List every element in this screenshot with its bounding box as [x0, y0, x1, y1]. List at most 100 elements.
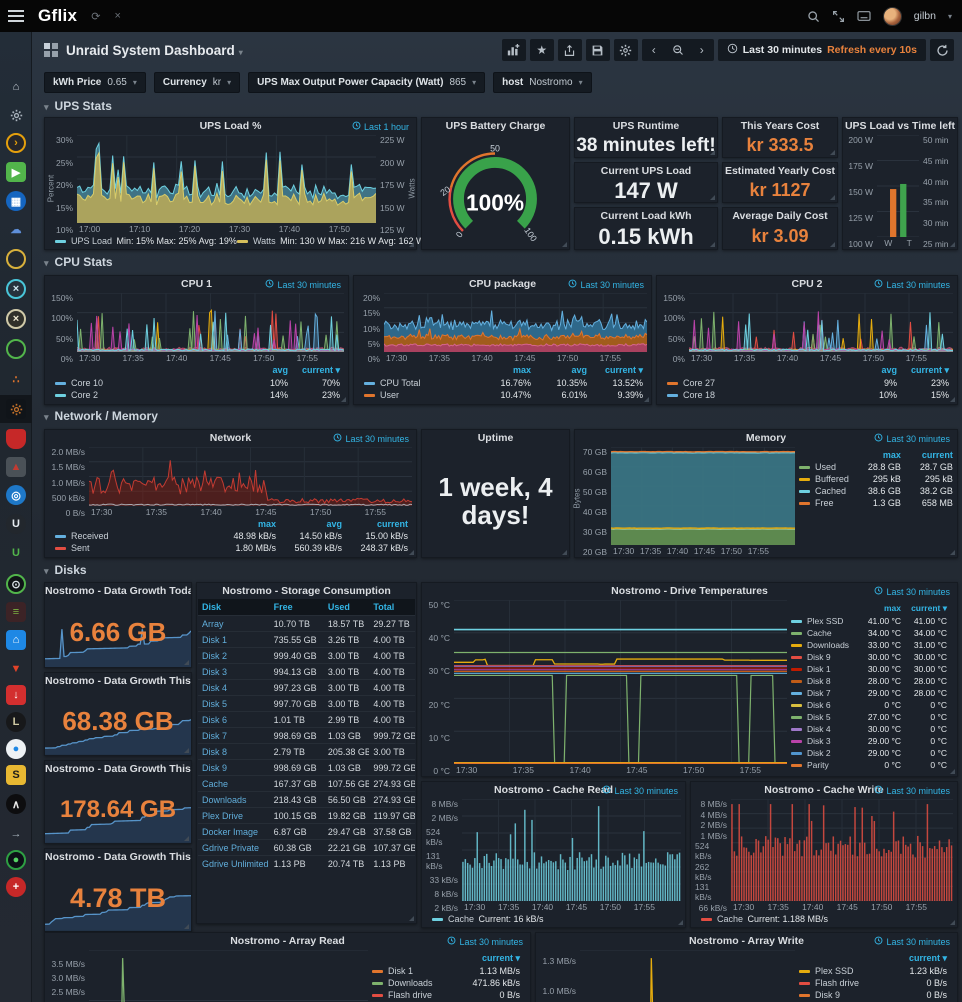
table-cell[interactable]: Downloads — [198, 791, 270, 808]
brand-logo[interactable]: Gflix — [38, 6, 78, 25]
table-cell[interactable]: Disk 3 — [198, 663, 270, 680]
legend-series-label[interactable]: Used — [799, 461, 849, 473]
legend-column-header[interactable]: current ▾ — [908, 953, 947, 963]
legend-series-label[interactable]: Cached — [799, 485, 849, 497]
section-header-network-memory[interactable]: ▾ Network / Memory — [44, 409, 158, 423]
legend-series-label[interactable]: Cache — [791, 627, 855, 639]
panel-title[interactable]: Memory — [745, 432, 787, 444]
legend-series-label[interactable]: CPU Total — [364, 377, 475, 389]
legend-column-header[interactable]: current ▾ — [604, 365, 643, 375]
home-assistant-icon[interactable]: ⌂ — [6, 630, 26, 650]
legend-column-header[interactable]: current — [921, 450, 953, 460]
legend-series-label[interactable]: Disk 1 — [791, 663, 855, 675]
legend-series-label[interactable]: Disk 4 — [791, 723, 855, 735]
legend-series-label[interactable]: Buffered — [799, 473, 849, 485]
blue-gear-eye-icon[interactable]: ◎ — [6, 485, 26, 505]
traffic-bars-icon[interactable]: ≡ — [6, 602, 26, 622]
time-range-badge[interactable]: Last 30 minutes — [265, 279, 341, 290]
table-cell[interactable]: Plex Drive — [198, 807, 270, 824]
sub-app-icon[interactable]: S — [6, 765, 26, 785]
legend-series-label[interactable]: Disk 7 — [791, 687, 855, 699]
unraid-settings-gear-icon[interactable] — [6, 399, 26, 419]
time-range-badge[interactable]: Last 30 minutes — [333, 433, 409, 444]
tautulli-icon[interactable]: › — [6, 133, 26, 153]
panel-title[interactable]: Average Daily Cost — [732, 210, 828, 222]
shortcuts-icon[interactable] — [857, 10, 871, 22]
table-cell[interactable]: Disk 8 — [198, 743, 270, 760]
panel-title[interactable]: Estimated Yearly Cost — [724, 165, 836, 177]
panel-title[interactable]: UPS Battery Charge — [445, 120, 546, 132]
search-app-icon[interactable] — [6, 249, 26, 269]
search-icon[interactable] — [807, 10, 820, 23]
column-header[interactable]: Total — [369, 599, 415, 616]
jackett-x-icon[interactable]: × — [6, 279, 26, 299]
panel-title[interactable]: Current UPS Load — [600, 165, 692, 177]
time-range-badge[interactable]: Last 30 minutes — [447, 936, 523, 947]
settings-gear-icon[interactable] — [6, 105, 26, 125]
ubiquiti-icon[interactable]: U — [6, 514, 26, 534]
panel-title[interactable]: CPU 2 — [791, 278, 823, 290]
save-icon[interactable] — [586, 39, 610, 61]
time-range-badge[interactable]: Last 1 hour — [352, 121, 409, 132]
legend-series-label[interactable]: Disk 9 — [799, 989, 885, 1001]
time-range-badge[interactable]: Last 30 minutes — [874, 936, 950, 947]
legend-column-header[interactable]: current ▾ — [301, 365, 340, 375]
settings-gear-icon[interactable] — [614, 39, 638, 61]
table-cell[interactable]: Docker Image — [198, 823, 270, 840]
legend-column-header[interactable]: current ▾ — [481, 953, 520, 963]
panel-title[interactable]: Nostromo - Cache Write — [764, 784, 884, 796]
legend-series-label[interactable]: Flash drive — [799, 977, 885, 989]
cloud-app-icon[interactable]: ☁ — [10, 223, 22, 236]
legend-series-label[interactable]: User — [364, 389, 475, 401]
panel-title[interactable]: Nostromo - Data Growth Today — [45, 585, 191, 597]
legend-column-header[interactable]: current — [376, 519, 408, 529]
panel-title[interactable]: Nostromo - Data Growth This Year — [45, 851, 191, 863]
menu-icon[interactable] — [0, 0, 32, 32]
shield-app-icon[interactable] — [6, 429, 26, 449]
panel-title[interactable]: Current Load kWh — [600, 210, 692, 222]
legend-series-label[interactable]: Flash drive — [372, 989, 458, 1001]
panel-title[interactable]: CPU 1 — [181, 278, 212, 290]
movie-app-icon[interactable]: ▦ — [6, 191, 26, 211]
legend-series-label[interactable]: Disk 3 — [791, 735, 855, 747]
zoom-out-icon[interactable] — [666, 39, 690, 61]
download-shield-icon[interactable]: ↓ — [6, 685, 26, 705]
panel-title[interactable]: UPS Load % — [199, 120, 262, 132]
fullscreen-icon[interactable] — [832, 10, 845, 23]
legend-series-label[interactable]: Disk 9 — [791, 651, 855, 663]
legend-series-label[interactable]: Downloads — [791, 639, 855, 651]
close-tab-icon[interactable]: × — [114, 10, 121, 22]
legend-series-label[interactable]: Core 27 — [667, 377, 845, 389]
panel-title[interactable]: CPU package — [468, 278, 537, 290]
table-cell[interactable]: Disk 6 — [198, 711, 270, 728]
column-header[interactable]: Used — [323, 599, 370, 616]
table-cell[interactable]: Disk 4 — [198, 679, 270, 696]
panel-title[interactable]: Nostromo - Array Read — [230, 935, 345, 947]
time-range-badge[interactable]: Last 30 minutes — [602, 785, 678, 796]
time-range-badge[interactable]: Last 30 minutes — [874, 785, 950, 796]
home-icon[interactable]: ⌂ — [12, 81, 20, 93]
legend-column-header[interactable]: current ▾ — [911, 603, 947, 613]
time-range-badge[interactable]: Last 30 minutes — [568, 279, 644, 290]
legend-column-header[interactable]: max — [257, 519, 276, 529]
lazylibrarian-icon[interactable]: L — [6, 712, 26, 732]
section-header-disks[interactable]: ▾ Disks — [44, 563, 87, 577]
legend-series-label[interactable]: Downloads — [372, 977, 458, 989]
column-header[interactable]: Disk — [198, 599, 270, 616]
time-range-badge[interactable]: Last 30 minutes — [874, 586, 950, 597]
panel-title[interactable]: Nostromo - Data Growth This Month — [45, 763, 191, 775]
time-back-icon[interactable]: ‹ — [651, 43, 656, 57]
dashboard-grid-icon[interactable] — [44, 43, 58, 57]
refresh-tab-icon[interactable]: ⟳ — [91, 10, 101, 23]
table-cell[interactable]: Disk 2 — [198, 647, 270, 664]
panel-title[interactable]: UPS Runtime — [612, 120, 680, 132]
legend-series-label[interactable]: Disk 2 — [791, 747, 855, 759]
sign-out-icon[interactable]: → — [10, 828, 22, 840]
github-icon[interactable]: ● — [6, 850, 26, 870]
legend-column-header[interactable]: avg — [272, 365, 288, 375]
table-cell[interactable]: Cache — [198, 775, 270, 792]
variable-chip-currency[interactable]: Currency kr ▾ — [153, 72, 241, 93]
table-cell[interactable]: Array — [198, 615, 270, 632]
panel-title[interactable]: UPS Load vs Time left — [844, 120, 956, 132]
legend-series-label[interactable]: Free — [799, 497, 849, 509]
